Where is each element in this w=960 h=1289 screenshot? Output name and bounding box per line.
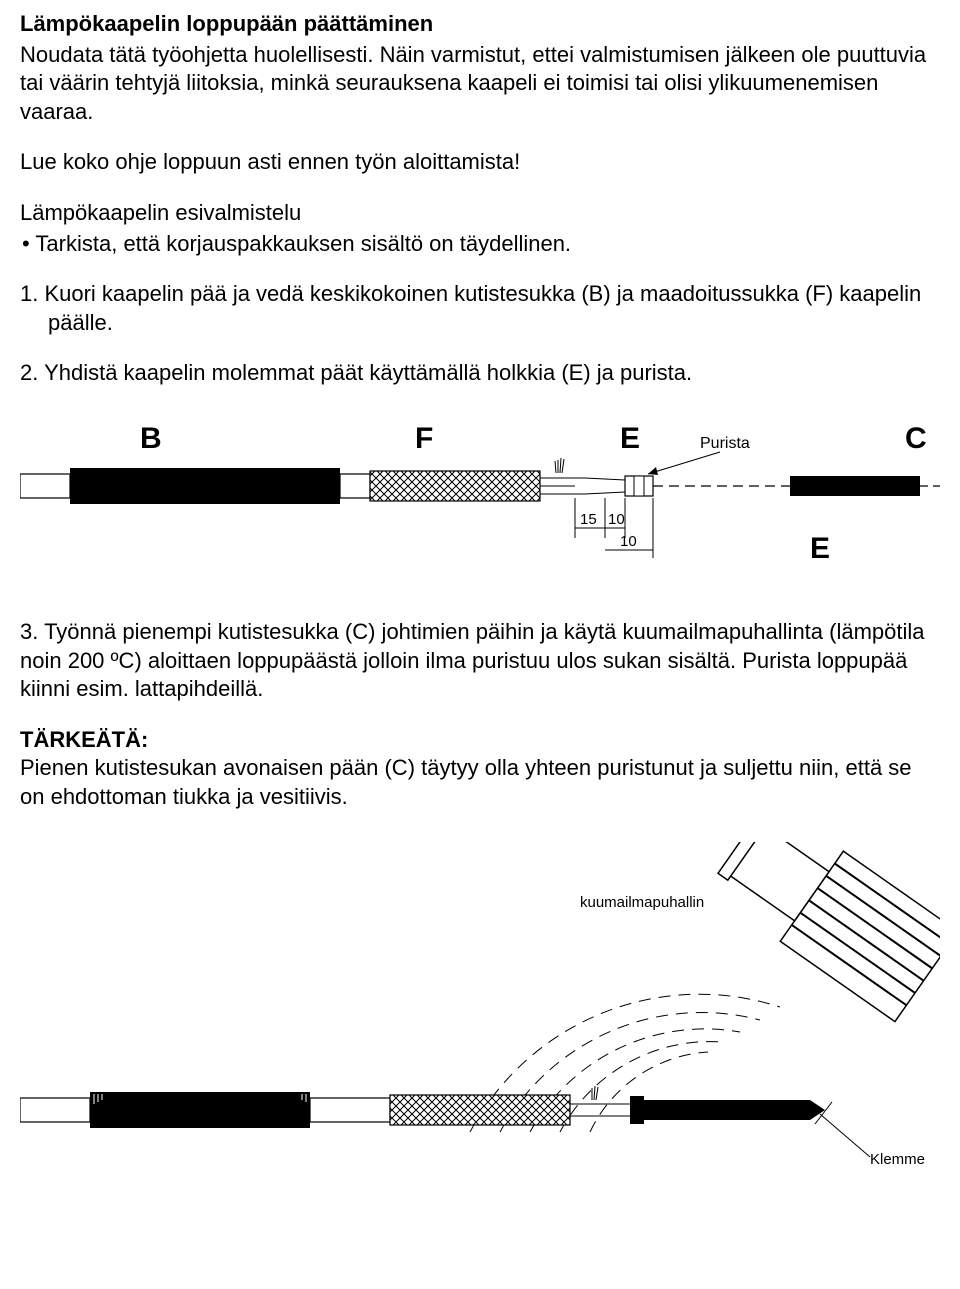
intro-paragraph-2: Lue koko ohje loppuun asti ennen työn al…: [20, 148, 940, 177]
prep-heading: Lämpökaapelin esivalmistelu: [20, 199, 940, 228]
dim-10b: 10: [620, 533, 637, 550]
dim-10a: 10: [608, 511, 625, 528]
label-heatgun: kuumailmapuhallin: [580, 894, 704, 911]
prep-bullet: • Tarkista, että korjauspakkauksen sisäl…: [22, 230, 940, 259]
label-f: F: [415, 422, 433, 455]
step-3: 3. Työnnä pienempi kutistesukka (C) joht…: [20, 618, 940, 704]
step-2: 2. Yhdistä kaapelin molemmat päät käyttä…: [20, 359, 940, 388]
label-e2: E: [810, 532, 830, 565]
intro-paragraph-1: Noudata tätä työohjetta huolellisesti. N…: [20, 41, 940, 127]
page-title: Lämpökaapelin loppupään päättäminen: [20, 10, 940, 39]
label-c: C: [905, 422, 927, 455]
important-text: Pienen kutistesukan avonaisen pään (C) t…: [20, 754, 940, 811]
label-e: E: [620, 422, 640, 455]
diagram-cable-assembly: B F E Purista C 15 10 10 E: [20, 418, 940, 588]
dim-15: 15: [580, 511, 597, 528]
label-b: B: [140, 422, 162, 455]
step-1: 1. Kuori kaapelin pää ja vedä keskikokoi…: [20, 280, 940, 337]
label-purista: Purista: [700, 435, 750, 452]
diagram-heatgun: kuumailmapuhallin: [20, 842, 940, 1172]
label-klemme: Klemme: [870, 1151, 925, 1168]
important-label: TÄRKEÄTÄ:: [20, 726, 940, 755]
